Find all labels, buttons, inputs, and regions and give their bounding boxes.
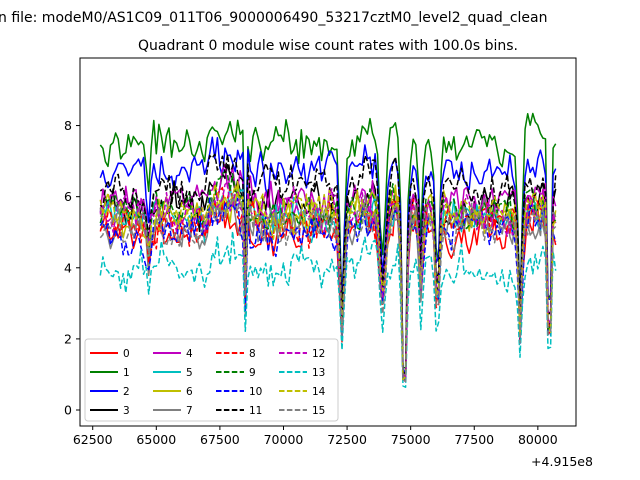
x-tick-label: 72500 — [327, 432, 367, 447]
legend-label-2: 2 — [123, 386, 130, 398]
y-tick-label: 4 — [64, 260, 72, 275]
legend-label-13: 13 — [312, 367, 325, 379]
legend-label-7: 7 — [186, 405, 193, 417]
legend-label-12: 12 — [312, 348, 325, 360]
legend-label-14: 14 — [312, 386, 326, 398]
legend-label-0: 0 — [123, 348, 130, 360]
series-line-2 — [99, 136, 557, 375]
legend-label-9: 9 — [249, 367, 256, 379]
series-layer — [99, 112, 557, 388]
legend-label-8: 8 — [249, 348, 256, 360]
x-tick-label: 62500 — [73, 432, 113, 447]
legend-label-15: 15 — [312, 405, 325, 417]
x-axis: 62500 65000 67500 70000 72500 75000 77500 80000 — [73, 426, 558, 447]
series-line-11 — [99, 153, 557, 375]
x-tick-label: 75000 — [391, 432, 431, 447]
series-line-13 — [99, 230, 557, 388]
legend-label-1: 1 — [123, 367, 130, 379]
legend-label-3: 3 — [123, 405, 130, 417]
plot-frame — [79, 57, 577, 427]
x-tick-label: 67500 — [200, 432, 240, 447]
chart-title: Quadrant 0 module wise count rates with … — [138, 38, 518, 54]
series-line-12 — [99, 181, 557, 383]
legend-label-5: 5 — [186, 367, 193, 379]
x-tick-label: 70000 — [264, 432, 304, 447]
y-axis: 0 2 4 6 8 — [64, 118, 80, 418]
x-tick-label: 77500 — [454, 432, 494, 447]
y-tick-label: 2 — [64, 331, 72, 346]
legend-label-10: 10 — [249, 386, 262, 398]
series-line-1 — [99, 112, 557, 369]
legend-label-4: 4 — [186, 348, 193, 360]
x-tick-label: 80000 — [518, 432, 558, 447]
x-tick-label: 65000 — [136, 432, 176, 447]
legend-label-6: 6 — [186, 386, 193, 398]
legend-label-11: 11 — [249, 405, 262, 417]
legend-box — [84, 338, 339, 422]
figure-suptitle: n file: modeM0/AS1C09_011T06_9000006490_… — [0, 10, 547, 26]
y-tick-label: 0 — [64, 403, 72, 418]
y-tick-label: 8 — [64, 118, 72, 133]
series-line-14 — [99, 183, 557, 381]
x-offset-label: +4.915e8 — [531, 454, 593, 469]
y-tick-label: 6 — [64, 189, 72, 204]
